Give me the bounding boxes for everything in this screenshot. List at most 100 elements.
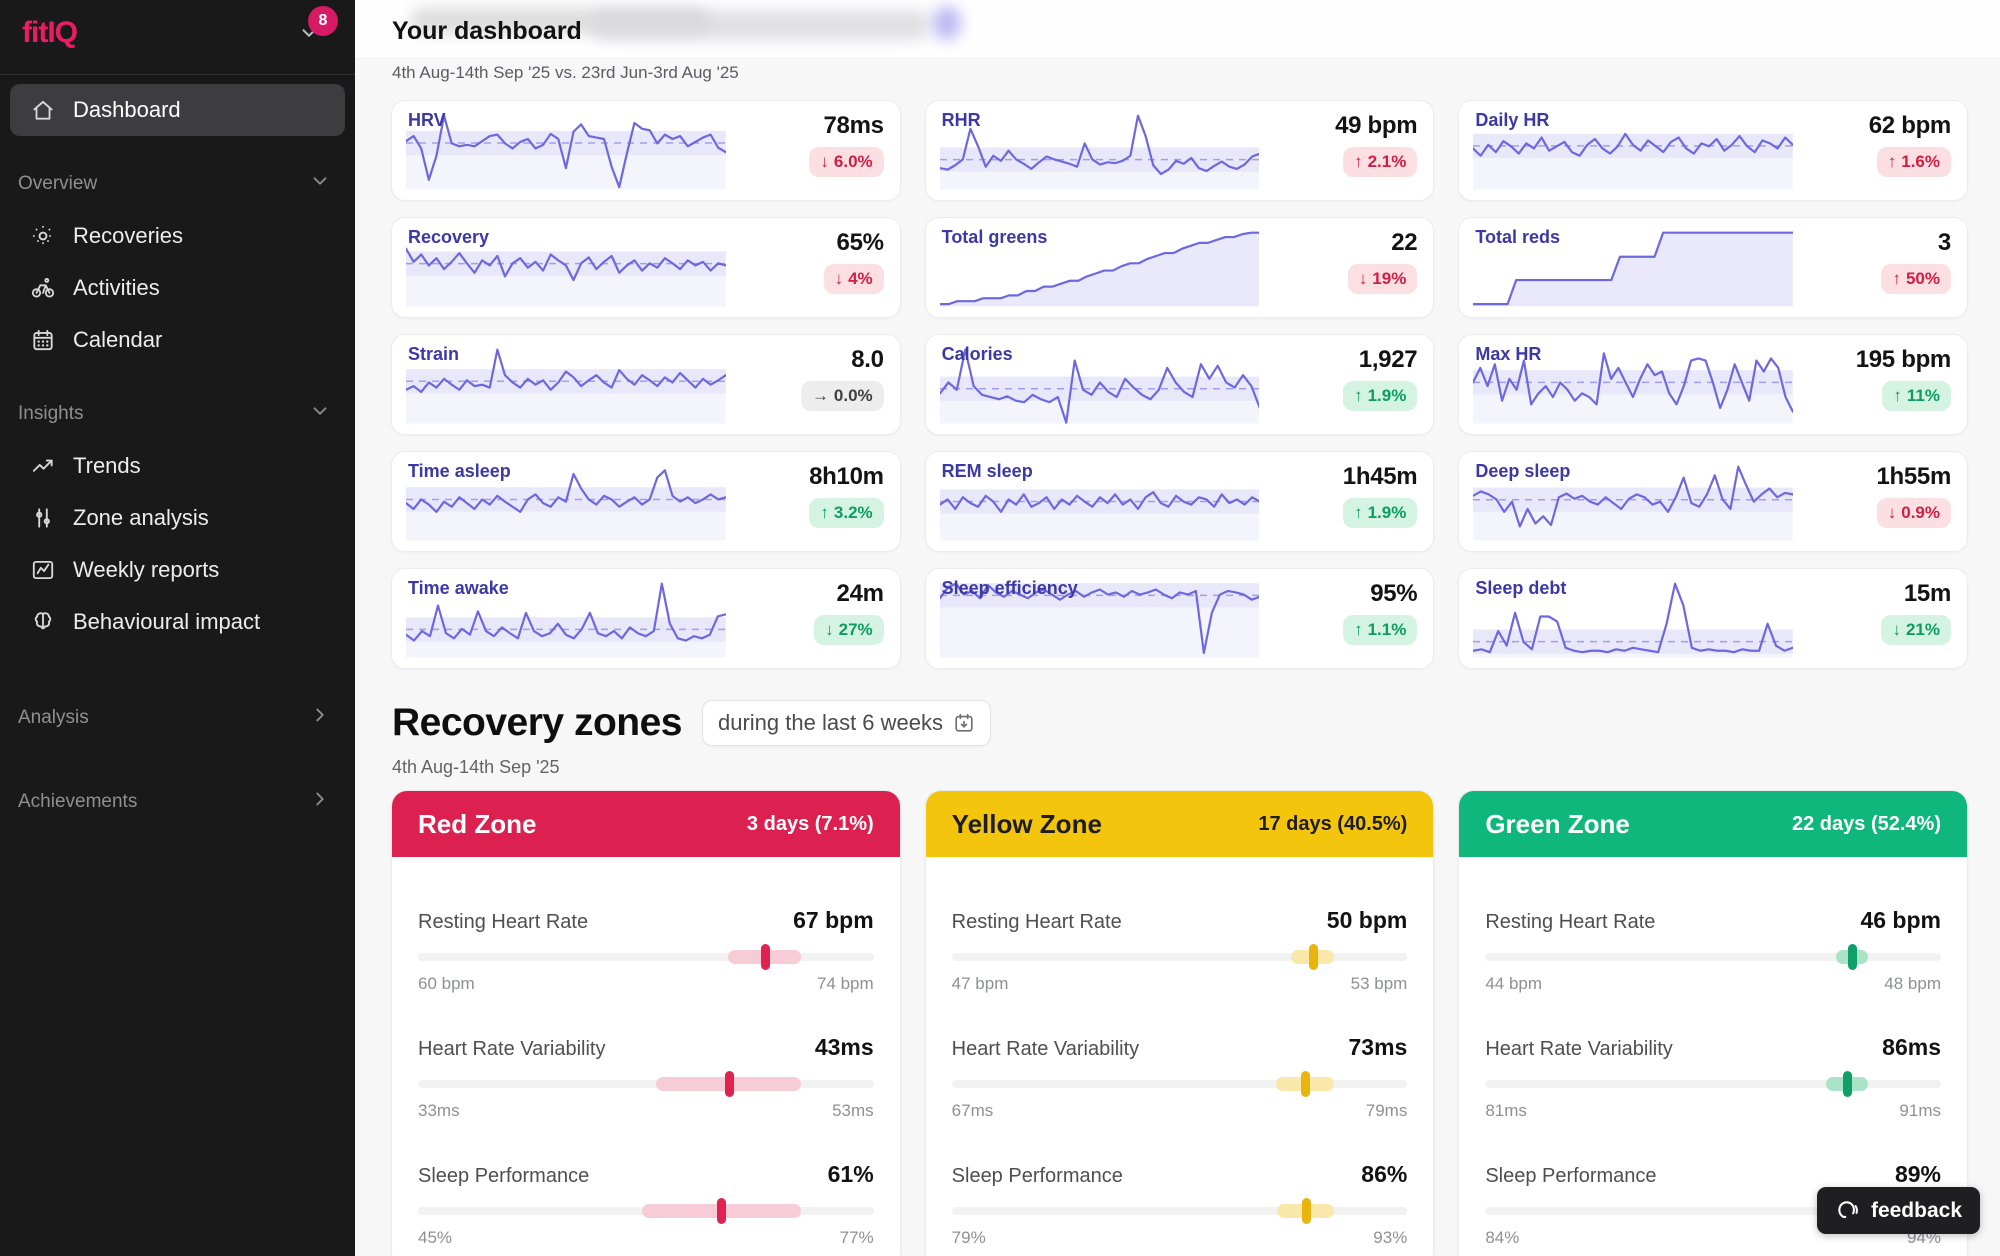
- metric-delta-badge: ↑ 2.1%: [1343, 147, 1418, 177]
- metric-value: 65%: [836, 229, 884, 256]
- metric-delta-badge: ↑ 11%: [1882, 381, 1951, 411]
- time-range-selector[interactable]: during the last 6 weeks: [701, 700, 992, 746]
- zone-metric-value: 43ms: [814, 1034, 874, 1060]
- sidebar-nav: Dashboard Overview Recoveries Activities Ca…: [0, 84, 355, 828]
- brain-icon: [30, 609, 56, 635]
- metric-card-daily-hr[interactable]: Daily HR 62 bpm ↑ 1.6%: [1458, 100, 1968, 201]
- sticky-header: Your dashboard: [355, 0, 2000, 58]
- metric-value: 95%: [1370, 580, 1418, 607]
- sidebar-item-calendar[interactable]: Calendar: [10, 314, 345, 366]
- zone-card-header: Red Zone 3 days (7.1%): [392, 791, 900, 857]
- metric-card-total-greens[interactable]: Total greens 22 ↓ 19%: [924, 217, 1435, 318]
- zone-value-marker: [1848, 944, 1858, 970]
- zone-range-min: 44 bpm: [1485, 974, 1543, 993]
- sparkline-chart: [939, 110, 1260, 191]
- report-icon: [30, 557, 56, 583]
- zone-value-marker: [1843, 1071, 1853, 1097]
- metric-card-sleep-debt[interactable]: Sleep debt 15m ↓ 21%: [1458, 568, 1968, 669]
- zone-value-marker: [1301, 1071, 1311, 1097]
- zone-card-body: Resting Heart Rate 46 bpm 44 bpm 48 bpm Hear…: [1459, 857, 1967, 1248]
- metric-card-recovery[interactable]: Recovery 65% ↓ 4%: [391, 217, 901, 318]
- zone-metric-row-heart-rate-variability: Heart Rate Variability 86ms 81ms 91ms: [1485, 1034, 1941, 1121]
- zone-metric-value: 86%: [1361, 1161, 1408, 1187]
- metric-card-max-hr[interactable]: Max HR 195 bpm ↑ 11%: [1458, 334, 1968, 435]
- arrow-flat-icon: →: [811, 386, 829, 405]
- sidebar-section-overview[interactable]: Overview: [0, 170, 355, 198]
- zone-metric-row-sleep-performance: Sleep Performance 86% 79% 93%: [951, 1161, 1408, 1248]
- metric-card-hrv[interactable]: HRV 78ms ↓ 6.0%: [391, 100, 901, 201]
- zone-card-green-zone: Green Zone 22 days (52.4%) Resting Heart R…: [1458, 790, 1968, 1256]
- metric-card-rem-sleep[interactable]: REM sleep 1h45m ↑ 1.9%: [924, 451, 1435, 552]
- sidebar-item-label: Trends: [73, 453, 141, 478]
- metric-value: 1h45m: [1342, 463, 1418, 490]
- zone-range-min: 45%: [418, 1228, 453, 1247]
- metric-delta-value: 6.0%: [833, 152, 873, 171]
- arrow-up-icon: ↑: [1892, 269, 1901, 288]
- zone-range-min: 33ms: [418, 1101, 460, 1120]
- feedback-button[interactable]: feedback: [1816, 1187, 1980, 1234]
- zone-range-slider: [1485, 1071, 1941, 1097]
- zone-range-max: 93%: [1373, 1228, 1408, 1247]
- sidebar-divider: [0, 74, 355, 75]
- metric-value: 195 bpm: [1855, 346, 1952, 373]
- zone-range-slider: [1485, 944, 1941, 970]
- metric-card-calories[interactable]: Calories 1,927 ↑ 1.9%: [924, 334, 1435, 435]
- sidebar-section-insights[interactable]: Insights: [0, 400, 355, 428]
- sidebar-item-activities[interactable]: Activities: [10, 262, 345, 314]
- arrow-up-icon: ↑: [1354, 152, 1363, 171]
- zone-metric-value: 89%: [1894, 1161, 1941, 1187]
- zone-range-max: 53 bpm: [1350, 974, 1408, 993]
- metric-delta-badge: ↓ 19%: [1347, 264, 1418, 294]
- metric-value: 3: [1937, 229, 1951, 256]
- sparkline-chart: [1473, 344, 1794, 425]
- metric-card-strain[interactable]: Strain 8.0 → 0.0%: [391, 334, 901, 435]
- zone-value-marker: [760, 944, 770, 970]
- sparkline-chart: [1473, 578, 1794, 659]
- metric-delta-badge: ↓ 27%: [814, 615, 884, 645]
- zone-metric-value: 50 bpm: [1326, 907, 1408, 933]
- sparkline-chart: [1473, 110, 1794, 191]
- sidebar-item-behavioural-impact[interactable]: Behavioural impact: [10, 596, 345, 648]
- zone-metric-row-resting-heart-rate: Resting Heart Rate 50 bpm 47 bpm 53 bpm: [951, 907, 1408, 994]
- metric-title: Total greens: [941, 227, 1048, 247]
- sidebar-section-analysis[interactable]: Analysis: [0, 704, 355, 732]
- metric-delta-value: 1.1%: [1367, 620, 1407, 639]
- metric-value: 22: [1391, 229, 1418, 256]
- sidebar-item-zone-analysis[interactable]: Zone analysis: [10, 492, 345, 544]
- metric-title: Deep sleep: [1475, 461, 1571, 481]
- sidebar-section-achievements[interactable]: Achievements: [0, 788, 355, 816]
- sidebar-item-dashboard[interactable]: Dashboard: [10, 84, 345, 136]
- blurred-scrolled-pill: [590, 10, 930, 40]
- metric-card-time-awake[interactable]: Time awake 24m ↓ 27%: [391, 568, 901, 669]
- sidebar-section-label: Achievements: [18, 791, 138, 812]
- metric-card-rhr[interactable]: RHR 49 bpm ↑ 2.1%: [924, 100, 1435, 201]
- zone-range-min: 67ms: [951, 1101, 994, 1120]
- metric-delta-badge: ↑ 1.9%: [1343, 498, 1418, 528]
- metric-title: Sleep debt: [1475, 578, 1567, 598]
- metric-card-time-asleep[interactable]: Time asleep 8h10m ↑ 3.2%: [391, 451, 901, 552]
- zone-card-header: Green Zone 22 days (52.4%): [1459, 791, 1967, 857]
- notification-badge[interactable]: 8: [308, 6, 338, 36]
- metric-card-total-reds[interactable]: Total reds 3 ↑ 50%: [1458, 217, 1968, 318]
- zone-metric-label: Resting Heart Rate: [418, 911, 589, 933]
- sidebar-item-recoveries[interactable]: Recoveries: [10, 210, 345, 262]
- metric-delta-badge: ↓ 6.0%: [809, 147, 884, 177]
- zone-metric-label: Sleep Performance: [418, 1165, 590, 1187]
- sparkline-chart: [1473, 227, 1794, 308]
- sidebar-section-label: Analysis: [18, 707, 89, 728]
- zone-range-slider: [951, 1071, 1408, 1097]
- chevron-right-icon: [309, 704, 331, 732]
- metric-delta-badge: ↑ 1.1%: [1343, 615, 1418, 645]
- sidebar: fitIQ 8 Dashboard Overview Recoveries Acti…: [0, 0, 355, 1256]
- page-title: Your dashboard: [392, 17, 582, 45]
- metric-delta-value: 2.1%: [1367, 152, 1407, 171]
- metric-card-deep-sleep[interactable]: Deep sleep 1h55m ↓ 0.9%: [1458, 451, 1968, 552]
- sidebar-item-weekly-reports[interactable]: Weekly reports: [10, 544, 345, 596]
- trend-icon: [30, 453, 56, 479]
- metric-delta-value: 19%: [1372, 269, 1407, 288]
- metric-card-sleep-efficiency[interactable]: Sleep efficiency 95% ↑ 1.1%: [924, 568, 1435, 669]
- zone-card-body: Resting Heart Rate 67 bpm 60 bpm 74 bpm Hear…: [392, 857, 900, 1248]
- chevron-down-icon: [309, 400, 331, 428]
- zone-metric-label: Heart Rate Variability: [1485, 1038, 1673, 1060]
- sidebar-item-trends[interactable]: Trends: [10, 440, 345, 492]
